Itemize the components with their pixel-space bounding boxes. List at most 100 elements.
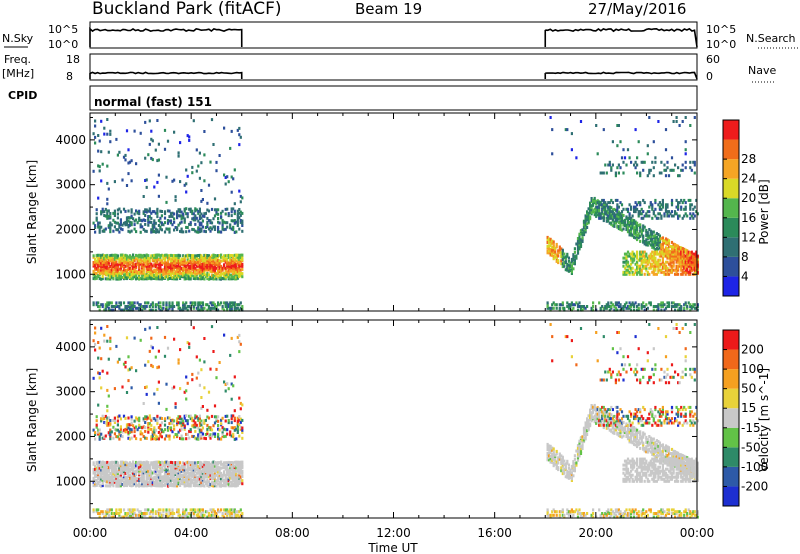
power-cell (224, 303, 227, 307)
power-cell (561, 254, 564, 258)
power-cell (658, 171, 661, 175)
power-cell (229, 303, 232, 307)
power-cell (139, 260, 142, 264)
power-cell (646, 243, 649, 247)
velocity-cell (135, 469, 138, 473)
power-cell (160, 268, 163, 272)
power-cell (100, 268, 103, 272)
power-cell (552, 245, 555, 249)
power-cell (664, 248, 668, 252)
power-cell (578, 239, 581, 243)
power-cell (168, 277, 171, 280)
power-cell (232, 303, 235, 307)
power-cell (226, 221, 229, 225)
power-cell (663, 163, 666, 167)
power-cell (109, 259, 112, 263)
power-cell (695, 256, 698, 260)
power-cell (206, 272, 209, 275)
power-cell (209, 160, 212, 164)
velocity-cell (107, 468, 110, 472)
velocity-cell (159, 468, 162, 472)
power-cell (232, 255, 235, 259)
power-cell (636, 221, 639, 225)
power-cell (642, 168, 645, 172)
velocity-cell (145, 467, 148, 471)
power-cell (651, 230, 654, 234)
velocity-cell (179, 348, 182, 352)
velocity-cell (166, 470, 170, 474)
power-cell (200, 256, 203, 259)
velocity-cell (174, 466, 177, 470)
power-cell (232, 228, 235, 232)
velocity-cell (179, 513, 182, 517)
power-cell (599, 171, 602, 175)
power-cell (649, 168, 652, 172)
power-cell (210, 118, 214, 122)
velocity-cell (148, 416, 151, 420)
power-cell (200, 268, 203, 272)
power-cell (144, 229, 147, 233)
power-cell (198, 223, 201, 227)
power-cell (654, 256, 657, 260)
velocity-cell (185, 508, 188, 512)
power-cell (620, 156, 624, 160)
power-cell (229, 305, 232, 308)
power-cell (602, 215, 605, 219)
velocity-cell (204, 433, 207, 436)
power-cell (115, 221, 118, 225)
power-cell (186, 174, 189, 178)
power-cell (171, 257, 174, 261)
power-cell (163, 259, 167, 263)
power-cell (185, 190, 188, 194)
power-cell (683, 306, 686, 310)
power-cell (92, 261, 95, 264)
power-cell (677, 258, 680, 262)
velocity-cell (166, 471, 170, 475)
power-cell (157, 271, 160, 275)
power-cell (642, 250, 645, 254)
power-cell (169, 259, 173, 263)
power-cell (566, 254, 569, 258)
velocity-cell (147, 425, 150, 429)
power-cell (651, 245, 654, 249)
power-cell (652, 245, 655, 249)
power-cell (226, 273, 229, 277)
power-cell (109, 265, 112, 268)
power-cell (98, 225, 101, 229)
power-cell (602, 198, 605, 202)
power-cell (98, 165, 101, 169)
power-cell (156, 268, 159, 272)
velocity-cell (159, 480, 162, 484)
power-cell (601, 211, 604, 215)
power-cell (628, 212, 631, 216)
power-cell (176, 212, 179, 216)
power-cell (151, 301, 154, 305)
velocity-cell (201, 478, 204, 482)
power-cell (674, 248, 677, 252)
power-cell (141, 308, 144, 312)
power-cell (645, 228, 648, 232)
power-cell (97, 221, 100, 225)
power-cell (135, 253, 138, 257)
power-cell (104, 271, 107, 275)
power-cell (135, 264, 138, 268)
power-cell (201, 273, 204, 277)
power-cell (233, 219, 236, 222)
power-cell (144, 208, 147, 212)
power-cell (605, 219, 608, 223)
velocity-cell (179, 428, 182, 432)
power-cell (232, 254, 235, 258)
power-cell (107, 259, 110, 263)
power-cell (207, 263, 211, 267)
power-cell (113, 225, 116, 229)
power-cell (186, 275, 189, 279)
power-cell (159, 255, 162, 259)
power-cell (596, 213, 599, 217)
velocity-cell (186, 462, 189, 466)
power-cell (107, 306, 110, 310)
velocity-cell (127, 479, 130, 483)
velocity-cell (124, 475, 127, 479)
power-cell (94, 141, 97, 145)
power-cell (238, 268, 241, 272)
power-cell (637, 232, 640, 236)
